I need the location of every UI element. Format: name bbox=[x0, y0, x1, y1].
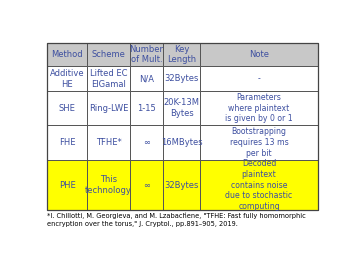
Text: Scheme: Scheme bbox=[92, 50, 126, 59]
Bar bbox=[163, 160, 200, 210]
Bar bbox=[130, 125, 163, 160]
Bar bbox=[47, 91, 87, 125]
Bar bbox=[163, 125, 200, 160]
Bar bbox=[87, 91, 130, 125]
Bar bbox=[130, 160, 163, 210]
Bar bbox=[200, 160, 318, 210]
Text: 20K-13M
Bytes: 20K-13M Bytes bbox=[164, 98, 200, 118]
Bar bbox=[87, 125, 130, 160]
Text: *I. Chillotti, M. Georgieva, and M. Lzabach́ene, "TFHE: Fast fully homomorphic
e: *I. Chillotti, M. Georgieva, and M. Lzab… bbox=[47, 213, 306, 227]
Bar bbox=[130, 91, 163, 125]
Bar bbox=[130, 43, 163, 66]
Text: Note: Note bbox=[249, 50, 269, 59]
Text: Parameters
where plaintext
is given by 0 or 1: Parameters where plaintext is given by 0… bbox=[225, 93, 293, 123]
Text: 32Bytes: 32Bytes bbox=[164, 74, 199, 83]
Bar bbox=[163, 43, 200, 66]
Bar bbox=[47, 43, 318, 210]
Text: Key
Length: Key Length bbox=[167, 45, 196, 64]
Bar bbox=[200, 91, 318, 125]
Text: ∞: ∞ bbox=[143, 181, 150, 190]
Bar bbox=[163, 66, 200, 91]
Text: -: - bbox=[258, 74, 260, 83]
Text: 16MBytes: 16MBytes bbox=[161, 138, 203, 147]
Bar bbox=[47, 125, 87, 160]
Text: Number
of Mult.: Number of Mult. bbox=[130, 45, 164, 64]
Text: 32Bytes: 32Bytes bbox=[164, 181, 199, 190]
Bar bbox=[87, 43, 130, 66]
Text: Decoded
plaintext
contains noise
due to stochastic
computing: Decoded plaintext contains noise due to … bbox=[225, 159, 293, 211]
Text: Lifted EC
ElGamal: Lifted EC ElGamal bbox=[90, 69, 127, 89]
Text: Ring-LWE: Ring-LWE bbox=[89, 104, 128, 113]
Text: SHE: SHE bbox=[59, 104, 76, 113]
Text: PHE: PHE bbox=[59, 181, 75, 190]
Bar bbox=[130, 66, 163, 91]
Bar bbox=[47, 43, 87, 66]
Bar bbox=[163, 91, 200, 125]
Text: Method: Method bbox=[52, 50, 83, 59]
Text: TFHE*: TFHE* bbox=[96, 138, 121, 147]
Bar bbox=[87, 160, 130, 210]
Text: 1-15: 1-15 bbox=[137, 104, 156, 113]
Text: Bootstrapping
requires 13 ms
per bit: Bootstrapping requires 13 ms per bit bbox=[230, 127, 288, 158]
Text: N/A: N/A bbox=[139, 74, 154, 83]
Bar bbox=[87, 66, 130, 91]
Text: FHE: FHE bbox=[59, 138, 75, 147]
Text: Additive
HE: Additive HE bbox=[50, 69, 85, 89]
Text: This
technology: This technology bbox=[85, 175, 132, 195]
Bar bbox=[200, 125, 318, 160]
Bar bbox=[200, 66, 318, 91]
Bar bbox=[47, 66, 87, 91]
Text: ∞: ∞ bbox=[143, 138, 150, 147]
Bar bbox=[200, 43, 318, 66]
Bar bbox=[47, 160, 87, 210]
